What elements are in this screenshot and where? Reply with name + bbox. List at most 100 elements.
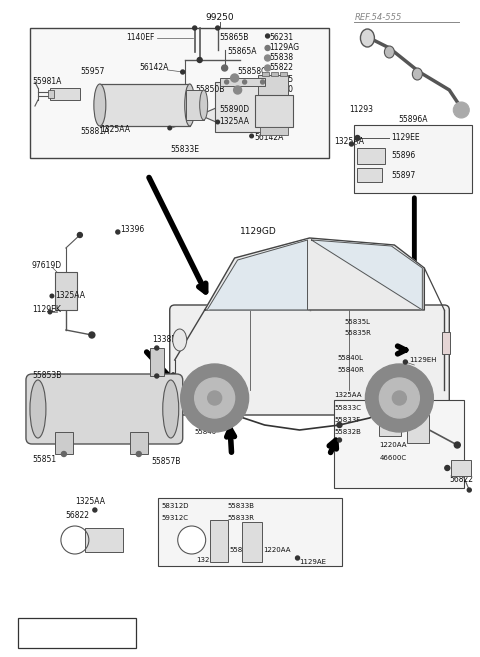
Polygon shape: [200, 100, 270, 130]
Bar: [358, 168, 383, 182]
Circle shape: [379, 378, 420, 418]
Text: 1129AG: 1129AG: [270, 43, 300, 53]
Bar: [220, 78, 264, 86]
Ellipse shape: [384, 46, 395, 58]
Circle shape: [155, 346, 159, 350]
Circle shape: [136, 451, 141, 457]
Text: 55833B: 55833B: [228, 503, 255, 509]
Circle shape: [296, 556, 300, 560]
Text: 56231: 56231: [270, 34, 294, 43]
Ellipse shape: [185, 84, 195, 126]
Text: 55832B: 55832B: [335, 429, 361, 435]
Polygon shape: [204, 238, 424, 310]
Text: 1325AA: 1325AA: [335, 392, 362, 398]
Circle shape: [454, 442, 460, 448]
Text: 55840L: 55840L: [337, 355, 363, 361]
Text: 51820: 51820: [270, 85, 294, 95]
Text: REF.54-555: REF.54-555: [354, 14, 402, 22]
Ellipse shape: [200, 90, 208, 120]
Text: 1325AA: 1325AA: [196, 557, 223, 563]
Text: 55833F: 55833F: [335, 417, 361, 423]
Ellipse shape: [30, 380, 46, 438]
Bar: [55, 432, 73, 454]
Text: 55890D: 55890D: [220, 106, 250, 114]
Circle shape: [225, 80, 228, 84]
Circle shape: [337, 438, 341, 442]
Text: 55853B: 55853B: [32, 371, 61, 380]
Bar: [271, 72, 277, 76]
Circle shape: [403, 360, 408, 364]
Bar: [215, 82, 270, 132]
Circle shape: [230, 74, 239, 82]
Text: 55833R: 55833R: [228, 515, 255, 521]
Circle shape: [50, 294, 54, 298]
Text: 56822: 56822: [449, 476, 473, 484]
Text: 1325AA: 1325AA: [335, 137, 364, 147]
Text: 58725: 58725: [270, 76, 294, 85]
Text: 1325AA: 1325AA: [220, 118, 250, 127]
Circle shape: [192, 26, 197, 30]
Bar: [130, 432, 148, 454]
Text: 1129EH: 1129EH: [409, 357, 437, 363]
Bar: [379, 400, 401, 436]
Bar: [150, 348, 164, 376]
Text: 55981A: 55981A: [32, 78, 61, 87]
Text: A: A: [72, 535, 78, 545]
Bar: [100, 84, 190, 126]
Circle shape: [234, 86, 241, 94]
Text: 55881A: 55881A: [80, 127, 109, 137]
Text: 55865A: 55865A: [228, 47, 257, 57]
Circle shape: [195, 378, 235, 418]
Circle shape: [467, 488, 471, 492]
Text: 55822: 55822: [270, 64, 294, 72]
Text: 1129EE: 1129EE: [391, 133, 420, 143]
Bar: [354, 125, 472, 193]
Bar: [210, 520, 228, 562]
Text: FR.: FR.: [25, 629, 46, 639]
Circle shape: [250, 134, 253, 138]
Text: 55896A: 55896A: [398, 116, 428, 124]
Ellipse shape: [163, 380, 179, 438]
FancyBboxPatch shape: [26, 374, 183, 444]
Circle shape: [180, 70, 185, 74]
Circle shape: [89, 332, 95, 338]
Circle shape: [349, 142, 353, 146]
Text: 46600C: 46600C: [379, 455, 407, 461]
Polygon shape: [312, 240, 422, 310]
Circle shape: [453, 102, 469, 118]
Circle shape: [216, 26, 220, 30]
Text: 55897: 55897: [391, 171, 416, 179]
Text: 55835L: 55835L: [345, 319, 371, 325]
Circle shape: [168, 126, 171, 130]
Text: 59312C: 59312C: [162, 515, 189, 521]
Circle shape: [77, 233, 83, 237]
Text: 55957: 55957: [80, 68, 104, 76]
Text: 55832B: 55832B: [229, 547, 256, 553]
Circle shape: [208, 391, 222, 405]
Text: 58312D: 58312D: [162, 503, 189, 509]
Ellipse shape: [360, 29, 374, 47]
Text: 97619D: 97619D: [32, 260, 62, 269]
Circle shape: [445, 466, 450, 470]
Text: 55851: 55851: [32, 455, 56, 464]
Text: 1325AA: 1325AA: [75, 497, 105, 507]
Circle shape: [180, 364, 249, 432]
Text: 55858C: 55858C: [238, 68, 267, 76]
Bar: [279, 72, 287, 76]
Bar: [186, 90, 204, 120]
Circle shape: [155, 374, 159, 378]
Bar: [408, 415, 429, 443]
Bar: [335, 400, 464, 488]
Ellipse shape: [412, 68, 422, 80]
Text: 56142A: 56142A: [254, 133, 284, 143]
Bar: [158, 498, 342, 566]
Circle shape: [242, 80, 247, 84]
Circle shape: [355, 135, 360, 141]
Circle shape: [216, 120, 219, 124]
Circle shape: [48, 310, 52, 314]
Bar: [258, 75, 288, 97]
Bar: [50, 88, 80, 100]
Text: 55865B: 55865B: [220, 34, 249, 43]
Text: 1129EK: 1129EK: [32, 306, 61, 315]
Text: 55833C: 55833C: [335, 405, 361, 411]
